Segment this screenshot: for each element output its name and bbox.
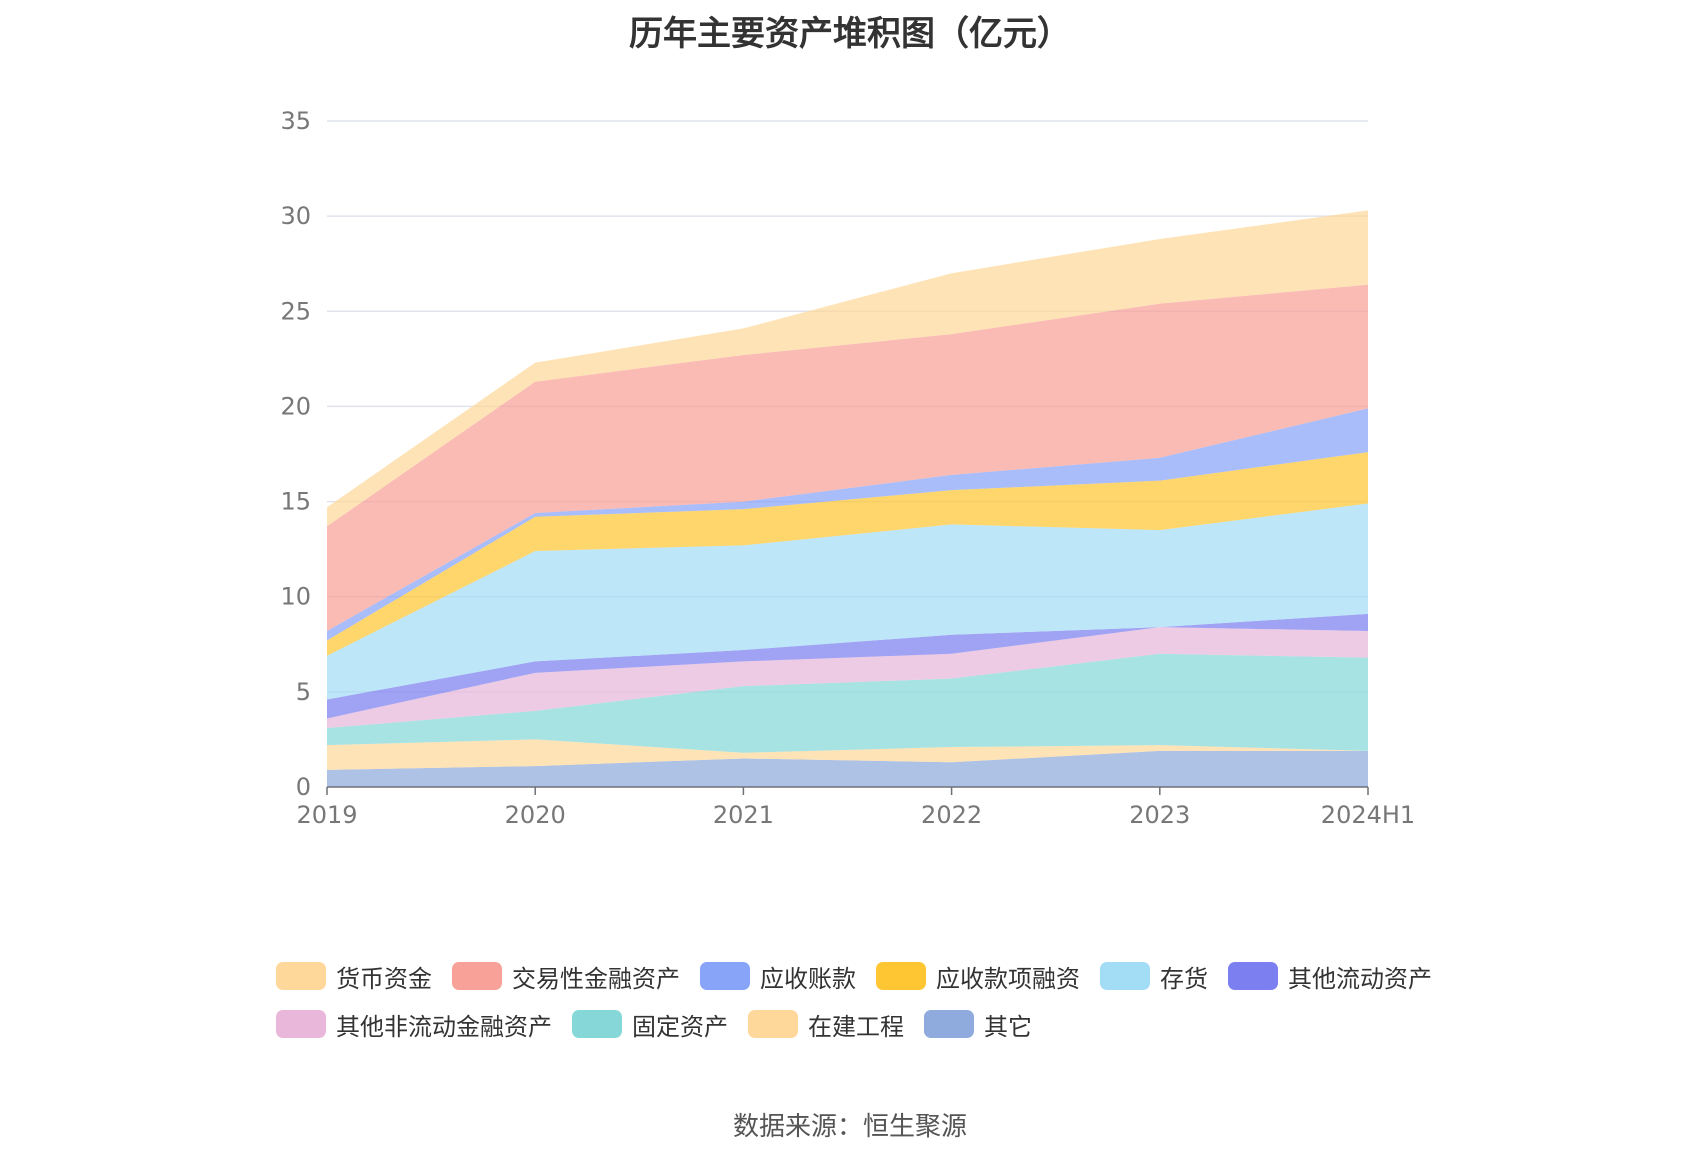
- legend-row: 其他非流动金融资产 固定资产 在建工程 其它: [276, 1000, 1496, 1048]
- legend-label: 存货: [1160, 964, 1208, 993]
- legend-swatch: [572, 1010, 622, 1038]
- y-tick-label: 20: [280, 392, 311, 420]
- x-tick-label: 2019: [296, 801, 357, 829]
- y-tick-label: 25: [280, 297, 311, 325]
- area-series-2: [327, 653, 1368, 753]
- legend-label: 固定资产: [632, 1012, 728, 1041]
- legend-label: 应收账款: [760, 964, 856, 993]
- area-series-4: [327, 613, 1368, 719]
- legend-item[interactable]: 应收款项融资: [876, 959, 1080, 994]
- area-series-5: [327, 503, 1368, 700]
- area-series-1: [327, 739, 1368, 770]
- legend-item[interactable]: 存货: [1100, 959, 1208, 994]
- legend-swatch: [700, 962, 750, 990]
- legend-swatch: [1100, 962, 1150, 990]
- legend: 货币资金 交易性金融资产 应收账款 应收款项融资 存货 其他流动资产 其他非流动金融资产 固…: [276, 952, 1496, 1048]
- legend-swatch: [276, 1010, 326, 1038]
- legend-label: 交易性金融资产: [512, 964, 680, 993]
- area-series-8: [327, 284, 1368, 631]
- legend-item[interactable]: 其它: [924, 1007, 1032, 1042]
- legend-swatch: [748, 1010, 798, 1038]
- y-tick-label: 5: [296, 678, 311, 706]
- legend-item[interactable]: 交易性金融资产: [452, 959, 680, 994]
- area-series-layer: [327, 210, 1368, 787]
- legend-item[interactable]: 其他非流动金融资产: [276, 1007, 552, 1042]
- axes: 0 5 10 15 20 25 30 35 2019 2020 2021 2022 2023 2024H1: [280, 107, 1415, 829]
- x-tick-label: 2022: [921, 801, 982, 829]
- area-series-6: [327, 452, 1368, 656]
- legend-swatch: [276, 962, 326, 990]
- legend-label: 在建工程: [808, 1012, 904, 1041]
- legend-label: 其他流动资产: [1288, 964, 1432, 993]
- y-tick-label: 10: [280, 583, 311, 611]
- legend-swatch: [876, 962, 926, 990]
- area-series-0: [327, 750, 1368, 787]
- x-tick-label: 2021: [713, 801, 774, 829]
- legend-swatch: [452, 962, 502, 990]
- legend-item[interactable]: 货币资金: [276, 959, 432, 994]
- y-tick-label: 35: [280, 107, 311, 135]
- y-tick-label: 15: [280, 488, 311, 516]
- legend-swatch: [1228, 962, 1278, 990]
- y-tick-label: 0: [296, 773, 311, 801]
- legend-label: 其它: [984, 1012, 1032, 1041]
- data-source-note: 数据来源：恒生聚源: [732, 1112, 967, 1142]
- x-tick-label: 2024H1: [1321, 801, 1415, 829]
- legend-item[interactable]: 固定资产: [572, 1007, 728, 1042]
- legend-label: 其他非流动金融资产: [336, 1012, 552, 1041]
- legend-label: 应收款项融资: [936, 964, 1080, 993]
- legend-item[interactable]: 其他流动资产: [1228, 959, 1432, 994]
- chart-title: 历年主要资产堆积图（亿元）: [629, 14, 1071, 54]
- x-tick-label: 2020: [505, 801, 566, 829]
- x-tick-label: 2023: [1129, 801, 1190, 829]
- y-tick-label: 30: [280, 202, 311, 230]
- legend-label: 货币资金: [336, 964, 432, 993]
- legend-item[interactable]: 应收账款: [700, 959, 856, 994]
- area-series-3: [327, 627, 1368, 729]
- area-series-7: [327, 408, 1368, 641]
- area-series-9: [327, 210, 1368, 527]
- legend-swatch: [924, 1010, 974, 1038]
- legend-item[interactable]: 在建工程: [748, 1007, 904, 1042]
- legend-row: 货币资金 交易性金融资产 应收账款 应收款项融资 存货 其他流动资产: [276, 952, 1496, 1000]
